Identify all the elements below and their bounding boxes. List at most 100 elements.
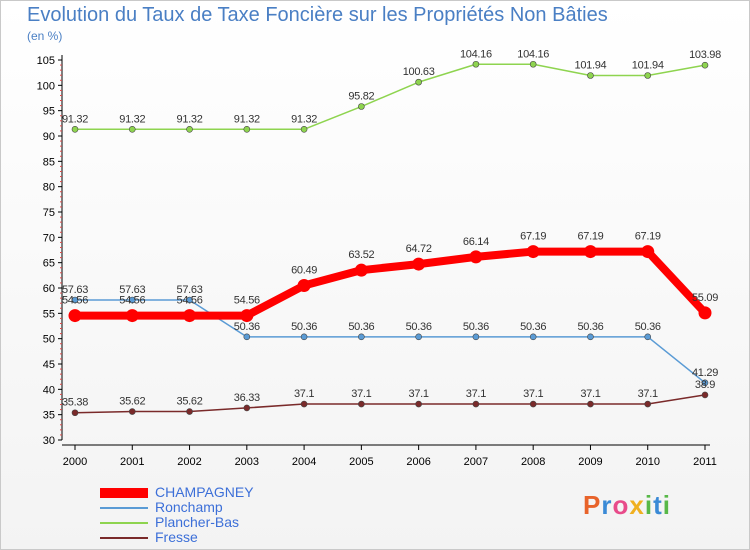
y-tick-label: 60 (43, 283, 55, 295)
y-tick-label: 75 (43, 207, 55, 219)
data-label-champagney: 54.56 (119, 295, 145, 307)
data-label-fresse: 35.62 (119, 396, 145, 408)
legend-swatch-ronchamp (100, 506, 148, 509)
x-tick-label: 2005 (349, 456, 373, 468)
y-tick-label: 95 (43, 106, 55, 118)
x-tick-label: 2011 (693, 456, 717, 468)
logo-letter: P (583, 490, 602, 520)
data-point-champagney (526, 245, 540, 259)
data-point-fresse (644, 400, 652, 408)
series-line-plancher-bas (75, 63, 706, 131)
data-label-ronchamp: 50.36 (291, 321, 317, 333)
data-point-fresse (472, 400, 480, 408)
series-line-champagney (75, 247, 708, 320)
data-point-plancher-bas (587, 72, 594, 79)
y-tick-label: 30 (43, 435, 55, 447)
data-label-champagney: 60.49 (291, 265, 317, 277)
proxiti-logo: Proxiti (583, 490, 671, 521)
logo-letter: i (644, 490, 654, 520)
data-point-fresse (358, 400, 365, 408)
data-label-champagney: 54.56 (177, 295, 203, 307)
data-label-ronchamp: 50.36 (635, 321, 661, 333)
data-point-plancher-bas (415, 78, 422, 86)
series-line-fresse (74, 394, 706, 414)
data-point-champagney (297, 279, 311, 293)
data-point-champagney (354, 263, 368, 277)
y-tick-label: 40 (43, 384, 55, 396)
logo-letter: t (653, 490, 663, 520)
data-label-fresse: 38.9 (695, 379, 715, 391)
x-tick-label: 2000 (63, 456, 87, 468)
data-label-champagney: 66.14 (463, 236, 489, 248)
x-tick-label: 2010 (635, 456, 659, 468)
data-label-fresse: 37.1 (523, 388, 543, 400)
data-label-champagney: 67.19 (577, 231, 603, 243)
data-label-fresse: 37.1 (580, 388, 600, 400)
data-label-plancher-bas: 103.98 (689, 49, 721, 61)
y-tick-label: 85 (43, 156, 55, 168)
data-label-champagney: 54.56 (62, 295, 88, 307)
data-label-plancher-bas: 101.94 (575, 60, 607, 72)
chart-title: Evolution du Taux de Taxe Foncière sur l… (27, 4, 608, 26)
data-point-fresse (701, 391, 709, 399)
data-label-plancher-bas: 91.32 (119, 113, 145, 125)
series-line-ronchamp (75, 299, 706, 384)
data-point-ronchamp (358, 333, 365, 341)
data-point-champagney (412, 257, 426, 271)
x-tick-label: 2002 (177, 456, 201, 468)
line-chart: 30 35 40 45 50 55 60 65 70 75 80 85 90 95 100 105 2000 20… (37, 48, 722, 468)
y-tick-label: 65 (43, 258, 55, 270)
data-label-fresse: 37.1 (409, 388, 429, 400)
y-tick-label: 45 (43, 359, 55, 371)
legend-swatch-fresse (100, 536, 148, 539)
data-label-fresse: 37.1 (294, 388, 314, 400)
legend-label-plancher-bas: Plancher-Bas (155, 514, 240, 530)
x-tick-label: 2001 (120, 456, 144, 468)
legend-label-champagney: CHAMPAGNEY (155, 484, 254, 500)
data-label-plancher-bas: 91.32 (177, 113, 203, 125)
data-label-plancher-bas: 101.94 (632, 60, 664, 72)
data-label-ronchamp: 50.36 (234, 321, 260, 333)
data-label-ronchamp: 50.36 (463, 321, 489, 333)
logo-letter: x (629, 490, 645, 520)
data-point-champagney (698, 306, 712, 320)
data-point-champagney (641, 245, 655, 259)
data-point-ronchamp (529, 333, 537, 341)
data-label-champagney: 55.09 (692, 292, 718, 304)
data-point-champagney (183, 309, 197, 323)
data-label-plancher-bas: 91.32 (291, 113, 317, 125)
data-label-plancher-bas: 104.16 (517, 48, 549, 60)
data-point-fresse (243, 404, 251, 412)
y-tick-label: 90 (43, 131, 55, 143)
data-label-champagney: 67.19 (635, 231, 661, 243)
y-tick-label: 105 (37, 55, 55, 67)
data-point-ronchamp (300, 333, 308, 341)
data-point-ronchamp (243, 333, 251, 341)
data-label-ronchamp: 50.36 (406, 321, 432, 333)
x-tick-label: 2007 (464, 456, 488, 468)
data-point-plancher-bas (243, 126, 251, 133)
data-point-fresse (186, 408, 193, 415)
data-point-plancher-bas (358, 103, 365, 110)
data-point-plancher-bas (128, 126, 136, 133)
x-tick-label: 2004 (292, 456, 316, 468)
data-label-ronchamp: 50.36 (577, 321, 603, 333)
data-point-fresse (587, 400, 594, 408)
y-tick-label: 80 (43, 182, 55, 194)
data-label-champagney: 63.52 (348, 249, 374, 261)
data-point-champagney (583, 245, 597, 259)
data-point-ronchamp (587, 333, 594, 341)
data-point-champagney (68, 309, 82, 323)
data-point-ronchamp (415, 333, 422, 341)
y-tick-label: 100 (37, 80, 55, 92)
y-axis-unit: (en %) (27, 29, 63, 43)
data-point-ronchamp (71, 296, 79, 304)
data-label-fresse: 35.62 (177, 396, 203, 408)
data-point-plancher-bas (71, 126, 79, 133)
data-point-champagney (240, 309, 254, 323)
data-point-fresse (415, 400, 422, 408)
legend-swatch-plancher-bas (100, 521, 148, 524)
data-point-fresse (128, 408, 136, 415)
x-tick-label: 2003 (235, 456, 259, 468)
data-point-ronchamp (472, 333, 480, 341)
